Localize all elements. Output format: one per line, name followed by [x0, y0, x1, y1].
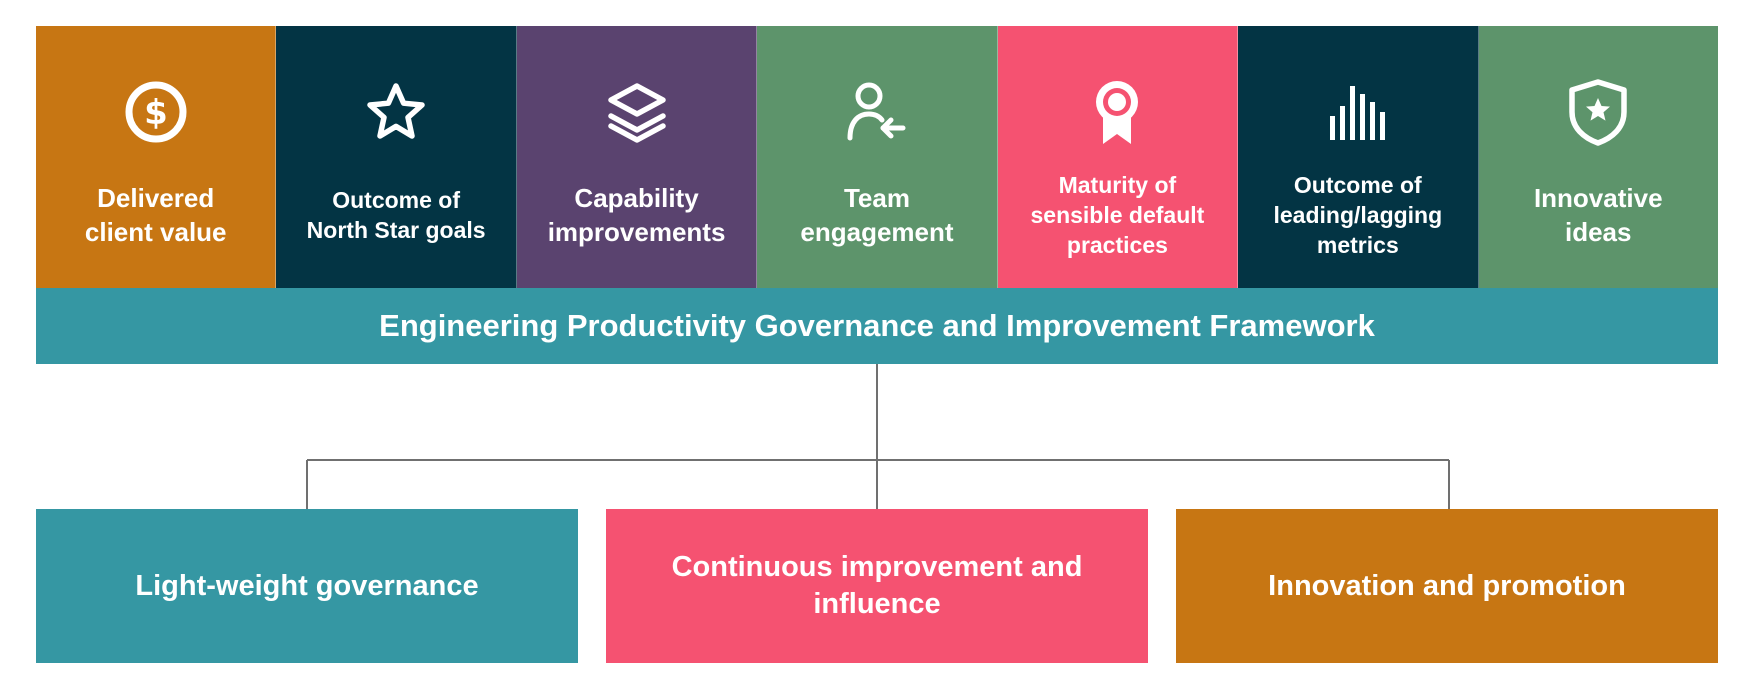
tile-capability-improvements: Capability improvements — [516, 26, 758, 288]
framework-title-banner: Engineering Productivity Governance and … — [36, 288, 1718, 364]
star-icon — [364, 76, 428, 148]
layers-icon — [605, 76, 669, 148]
pillar-light-weight-governance: Light-weight governance — [36, 509, 578, 663]
tile-label: Team engagement — [800, 183, 954, 247]
tile-innovative-ideas: Innovative ideas — [1478, 26, 1718, 288]
user-add-icon — [845, 76, 909, 148]
tile-label: Innovative ideas — [1533, 183, 1663, 247]
pillar-innovation-promotion: Innovation and promotion — [1176, 509, 1718, 663]
tile-sensible-default-practices: Maturity of sensible default practices — [997, 26, 1239, 288]
dollar-circle-icon: $ — [122, 76, 190, 148]
tile-team-engagement: Team engagement — [757, 26, 998, 288]
shield-star-icon — [1566, 76, 1630, 148]
tile-label: Outcome of leading/lagging metrics — [1273, 172, 1443, 258]
tile-delivered-client-value: $ Delivered client value — [36, 26, 277, 288]
svg-text:$: $ — [144, 93, 168, 133]
bar-metrics-icon — [1326, 76, 1390, 148]
tile-north-star-goals: Outcome of North Star goals — [276, 26, 517, 288]
tile-label: Delivered client value — [84, 183, 227, 247]
outcome-tiles-row: $ Delivered client value Outcome of Nort… — [36, 26, 1718, 288]
tile-label: Outcome of North Star goals — [306, 187, 486, 243]
tile-label: Maturity of sensible default practices — [1030, 172, 1205, 258]
pillar-continuous-improvement: Continuous improvement and influence — [606, 509, 1148, 663]
tile-label: Capability improvements — [547, 183, 726, 247]
award-ribbon-icon — [1085, 76, 1149, 148]
tile-leading-lagging-metrics: Outcome of leading/lagging metrics — [1238, 26, 1479, 288]
